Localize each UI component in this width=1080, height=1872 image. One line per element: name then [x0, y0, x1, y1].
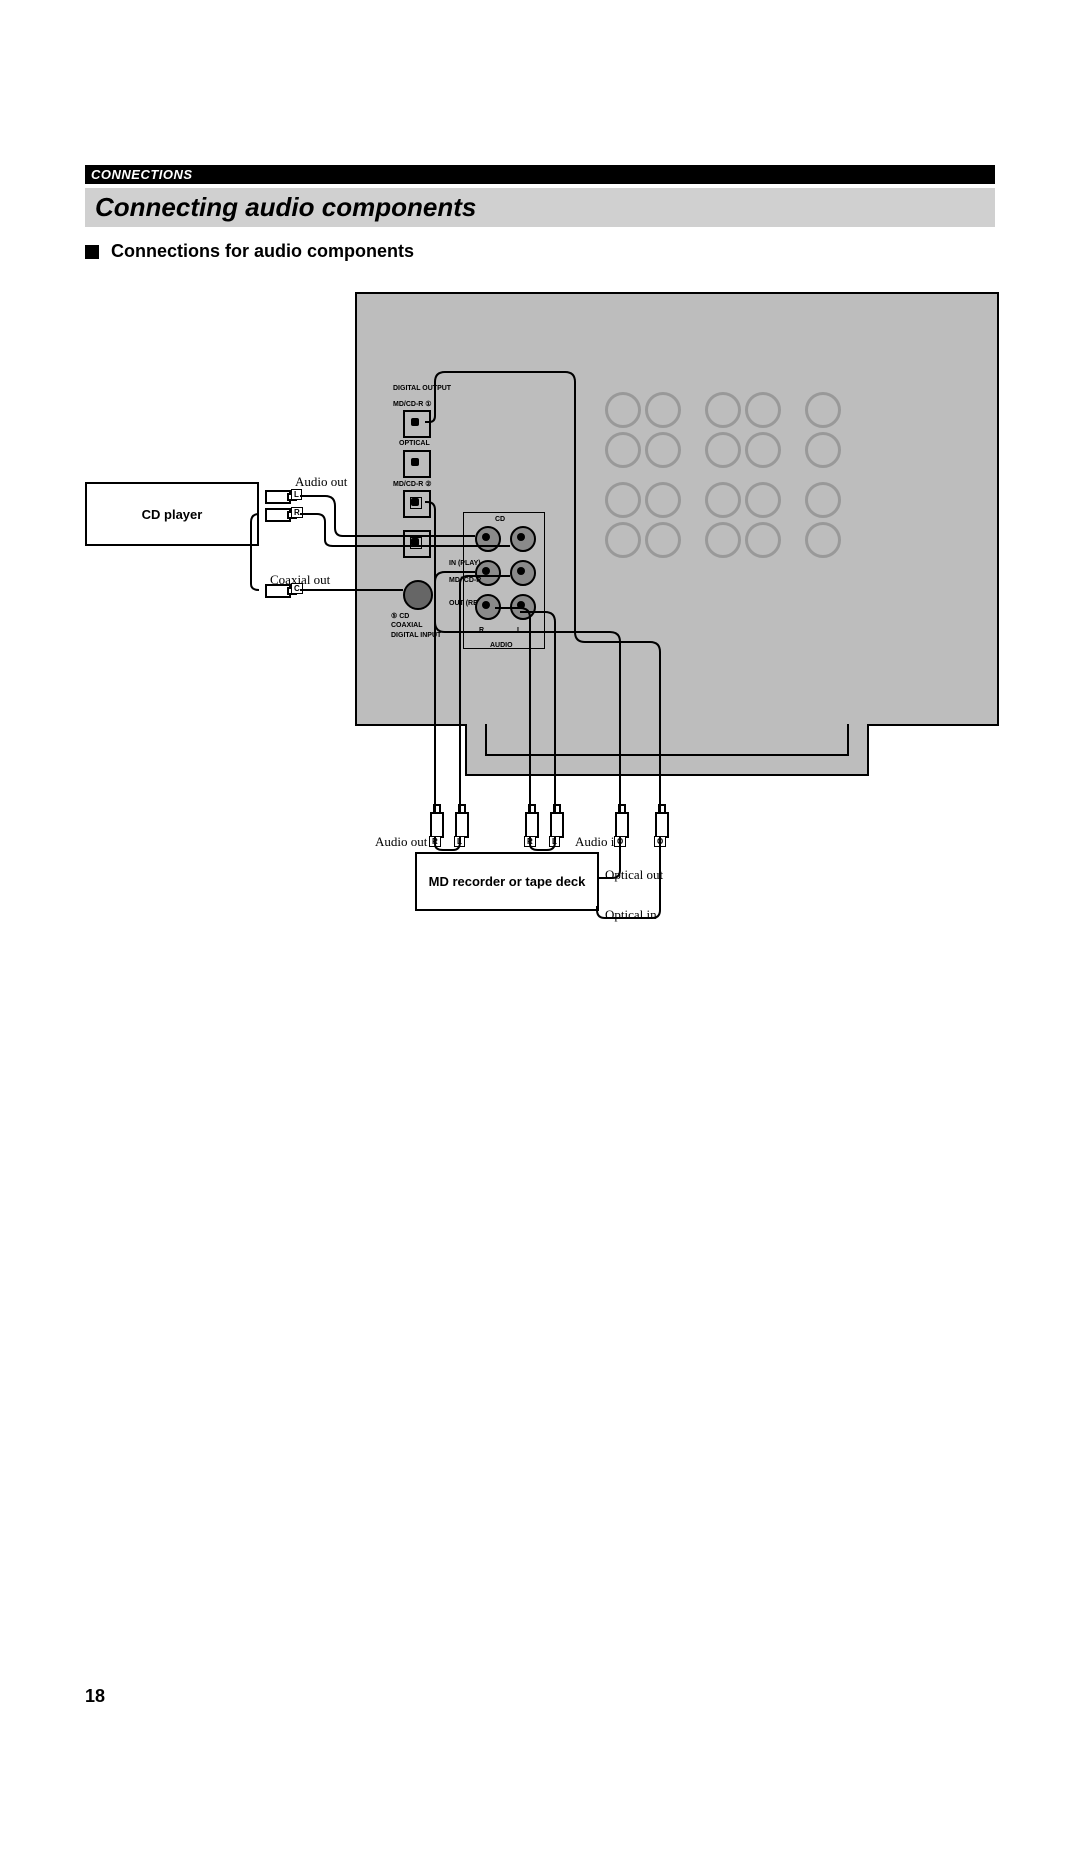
plug-tag-R2: R — [429, 836, 441, 847]
md-recorder-label: MD recorder or tape deck — [429, 874, 586, 890]
optical-in-1 — [403, 490, 431, 518]
plug-audioout-L — [455, 812, 469, 838]
plug-tag-L1: L — [291, 489, 302, 500]
md-out-R — [475, 594, 501, 620]
receiver-foot-inner — [485, 724, 849, 756]
plug-tag-L2: L — [454, 836, 465, 847]
plug-cd-L — [265, 490, 291, 504]
label-mdcdr2: MD/CD-R ② — [393, 480, 432, 488]
md-recorder-box: MD recorder or tape deck — [415, 852, 599, 911]
label-audio: AUDIO — [490, 642, 513, 649]
label-digital-input: DIGITAL INPUT — [391, 632, 441, 639]
cd-player-label: CD player — [142, 507, 203, 522]
page-title: Connecting audio components — [85, 188, 995, 227]
subtitle: Connections for audio components — [111, 241, 414, 262]
label-audio-out-bottom: Audio out — [375, 834, 427, 850]
md-in-L — [510, 560, 536, 586]
plug-coax — [265, 584, 291, 598]
plug-audioout-R — [430, 812, 444, 838]
coaxial-input-jack — [403, 580, 433, 610]
plug-tag-R1: R — [291, 507, 303, 518]
manual-page: CONNECTIONS Connecting audio components … — [0, 0, 1080, 1872]
optical-out-1 — [403, 410, 431, 438]
label-coaxial: COAXIAL — [391, 622, 423, 629]
label-mdcdr: MD/ CD-R — [449, 577, 473, 584]
plug-audioin-R — [525, 812, 539, 838]
label-audio-out-top: Audio out — [295, 474, 347, 490]
label-R: R — [479, 627, 484, 634]
label-out-rec: OUT (REC) — [449, 600, 473, 607]
label-5cd: ⑤ CD — [391, 612, 409, 620]
plug-optical-in — [655, 812, 669, 838]
bullet-icon — [85, 245, 99, 259]
content-area: CONNECTIONS Connecting audio components … — [85, 165, 995, 1002]
label-L: L — [517, 627, 521, 634]
section-header: CONNECTIONS — [85, 165, 995, 184]
md-out-L — [510, 594, 536, 620]
label-optical-out: Optical out — [605, 867, 663, 883]
cd-player-box: CD player — [85, 482, 259, 546]
subtitle-row: Connections for audio components — [85, 241, 995, 262]
plug-audioin-L — [550, 812, 564, 838]
plug-tag-O2: O — [654, 836, 666, 847]
label-cd: CD — [495, 516, 505, 523]
label-in-play: IN (PLAY) — [449, 560, 473, 567]
connection-diagram: DIGITAL OUTPUT MD/CD-R ① OPTICAL MD/CD-R… — [85, 282, 995, 1002]
cd-in-R — [475, 526, 501, 552]
plug-tag-C: C — [291, 583, 303, 594]
plug-optical-out — [615, 812, 629, 838]
label-optical-in: Optical in — [605, 907, 657, 923]
page-number: 18 — [85, 1686, 105, 1707]
label-mdcdr1: MD/CD-R ① — [393, 400, 432, 408]
optical-out-2 — [403, 450, 431, 478]
optical-in-2 — [403, 530, 431, 558]
plug-cd-R — [265, 508, 291, 522]
label-digital-output: DIGITAL OUTPUT — [393, 385, 443, 392]
plug-tag-R3: R — [524, 836, 536, 847]
label-optical: OPTICAL — [399, 440, 430, 447]
plug-tag-L3: L — [549, 836, 560, 847]
cd-in-L — [510, 526, 536, 552]
plug-tag-O1: O — [614, 836, 626, 847]
